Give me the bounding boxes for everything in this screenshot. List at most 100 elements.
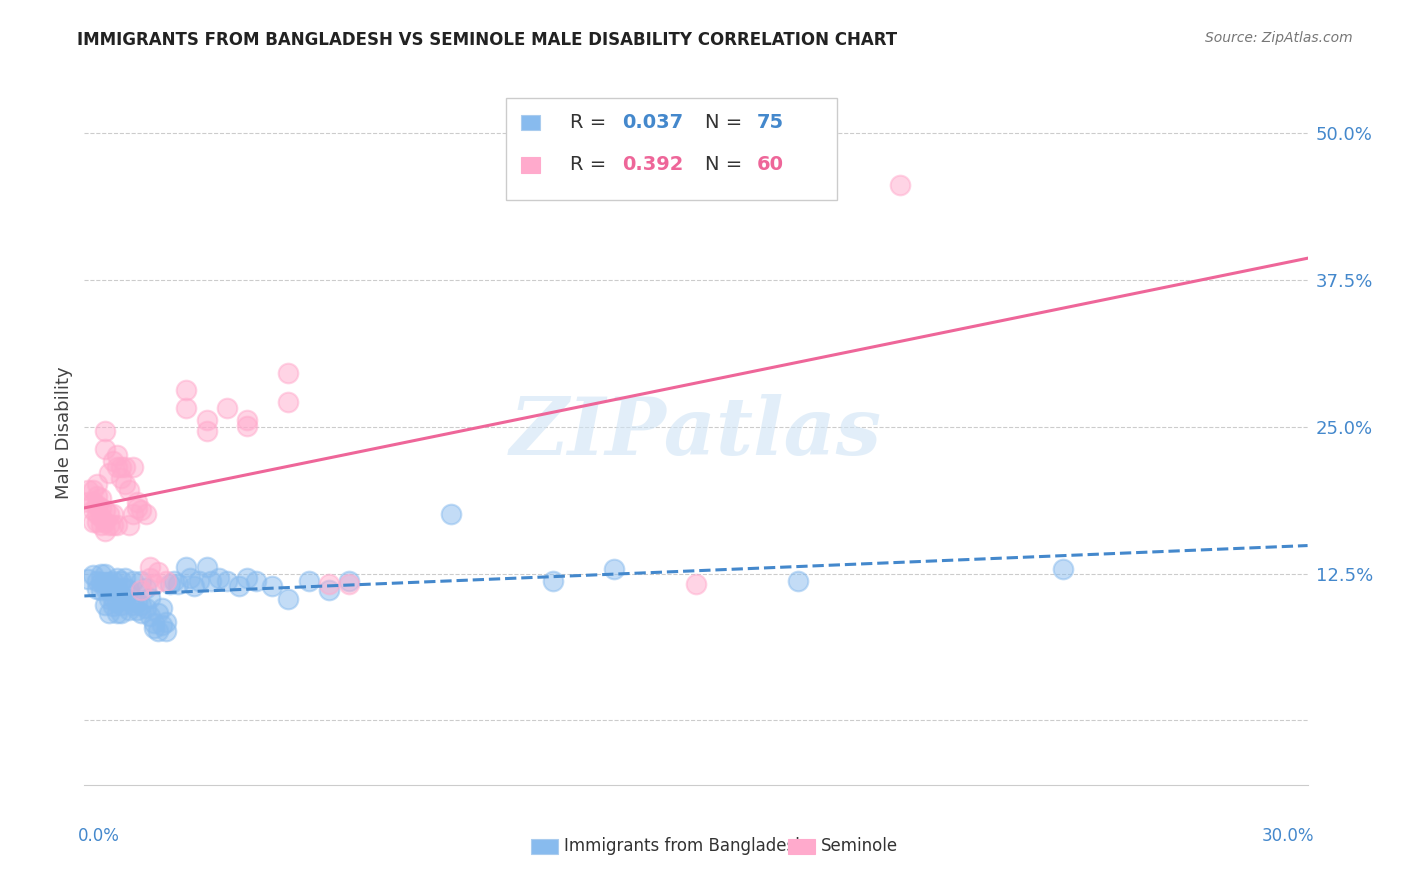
Point [110,574,132,588]
Point [101,574,124,588]
Point [236,413,259,427]
Point [82,495,104,509]
Point [93,566,115,581]
Point [86,574,108,588]
Point [228,579,250,593]
Point [90,566,112,581]
Bar [787,838,814,854]
Point [200,574,222,588]
Point [122,599,145,613]
Point [77,483,100,498]
Text: 30.0%: 30.0% [1261,827,1313,846]
Point [150,600,173,615]
Point [131,607,153,621]
Point [90,518,112,533]
Point [277,366,299,380]
Point [101,599,124,614]
Point [101,582,124,597]
Point [142,615,165,630]
Point [86,499,108,513]
Point [440,507,463,521]
Point [90,582,112,597]
Point [155,574,177,588]
Point [93,515,115,529]
Point [90,500,112,515]
Point [86,507,108,521]
Point [105,595,128,609]
Text: 75: 75 [758,113,785,132]
Point [138,591,160,606]
Bar [522,115,540,130]
Point [110,471,132,485]
Point [86,582,108,596]
Point [138,559,160,574]
Point [114,459,136,474]
Point [174,384,197,398]
Text: 0.392: 0.392 [623,155,683,174]
Point [135,581,157,595]
Point [105,571,128,585]
Point [131,582,153,597]
Point [82,567,104,582]
Point [93,599,115,613]
Point [146,607,169,621]
Point [138,608,160,623]
Point [889,178,911,192]
Bar [522,157,540,172]
Point [131,503,153,517]
Point [127,603,149,617]
Point [93,524,115,539]
Point [127,500,149,515]
Point [90,491,112,506]
Point [93,574,115,589]
Point [97,466,120,480]
Point [195,559,218,574]
Point [155,624,177,639]
Point [187,574,209,588]
Y-axis label: Male Disability: Male Disability [55,367,73,499]
Point [110,607,132,621]
Point [114,477,136,491]
Point [174,559,197,574]
Point [217,401,239,415]
Point [86,489,108,503]
Text: Seminole: Seminole [821,838,898,855]
Point [787,574,810,588]
Point [318,577,340,591]
Point [101,454,124,468]
Point [122,459,145,474]
Point [90,574,112,589]
Point [97,592,120,607]
Point [118,582,141,597]
Point [101,507,124,521]
Point [135,507,157,521]
Point [195,425,218,439]
Point [138,571,160,585]
Point [105,581,128,595]
Point [118,603,141,617]
Point [163,574,186,588]
Text: IMMIGRANTS FROM BANGLADESH VS SEMINOLE MALE DISABILITY CORRELATION CHART: IMMIGRANTS FROM BANGLADESH VS SEMINOLE M… [77,31,897,49]
Point [82,515,104,529]
Point [339,577,361,591]
Point [150,618,173,632]
Point [179,571,201,585]
Point [146,624,169,639]
Point [159,577,181,591]
Point [277,592,299,607]
Point [135,600,157,615]
Point [318,582,340,597]
Point [110,599,132,613]
Point [167,577,190,591]
Point [82,483,104,498]
Point [114,591,136,606]
Text: N =: N = [704,113,748,132]
Point [127,595,149,609]
Point [146,566,169,580]
Point [131,599,153,613]
Point [122,507,145,521]
Point [195,413,218,427]
Point [97,507,120,521]
Text: 60: 60 [758,155,785,174]
Point [101,591,124,606]
